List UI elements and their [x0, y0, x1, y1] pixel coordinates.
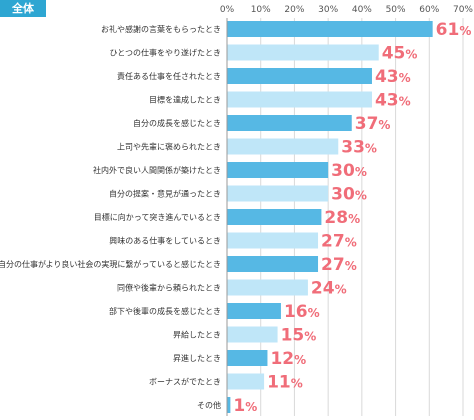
bar	[227, 303, 281, 319]
value-label: 12%	[270, 349, 306, 369]
value-label: 45%	[382, 44, 418, 64]
value-unit: %	[348, 212, 360, 226]
value-number: 30	[331, 185, 355, 205]
value-number: 27	[321, 255, 345, 275]
x-tick-label: 50%	[386, 5, 406, 15]
bar	[227, 162, 329, 178]
value-label: 30%	[331, 161, 367, 181]
value-label: 15%	[281, 326, 317, 346]
x-tick-label: 30%	[318, 5, 338, 15]
category-label: 部下や後輩の成長を感じたとき	[109, 306, 221, 316]
value-label: 1%	[233, 396, 257, 416]
value-number: 43	[375, 67, 399, 87]
category-label: 上司や先輩に褒められたとき	[117, 142, 221, 152]
bar	[227, 373, 265, 390]
value-label: 61%	[436, 20, 472, 40]
value-number: 30	[331, 161, 355, 181]
category-label: 昇進したとき	[173, 354, 221, 363]
value-unit: %	[345, 259, 357, 273]
x-tick-label: 40%	[352, 5, 372, 15]
category-label: 自分の仕事がより良い社会の実現に繋がっていると感じたとき	[0, 259, 221, 269]
value-label: 37%	[355, 114, 391, 134]
value-unit: %	[291, 377, 303, 391]
value-unit: %	[355, 189, 367, 203]
segment-tag: 全体	[0, 0, 46, 17]
category-label: 同僚や後輩から頼られたとき	[117, 283, 221, 293]
value-number: 28	[324, 208, 348, 228]
x-tick-label: 70%	[453, 5, 473, 15]
value-label: 27%	[321, 255, 357, 275]
value-label: 28%	[324, 208, 360, 228]
value-number: 11	[267, 373, 291, 393]
category-label: 昇給したとき	[173, 330, 221, 340]
value-number: 24	[311, 279, 335, 299]
bar	[227, 138, 339, 155]
bar	[227, 350, 268, 366]
value-label: 43%	[375, 67, 411, 87]
value-unit: %	[399, 95, 411, 109]
category-label: 興味のある仕事をしているとき	[109, 236, 221, 246]
value-unit: %	[245, 400, 257, 414]
value-unit: %	[399, 71, 411, 85]
value-number: 43	[375, 91, 399, 111]
value-number: 45	[382, 44, 406, 64]
value-unit: %	[355, 165, 367, 179]
value-unit: %	[365, 142, 377, 156]
x-tick-label: 20%	[284, 5, 304, 15]
bar	[227, 115, 352, 131]
value-number: 12	[270, 349, 294, 369]
category-label: 社内外で良い人間関係が築けたとき	[93, 165, 221, 175]
value-number: 33	[341, 138, 365, 158]
bar	[227, 232, 319, 249]
bar	[227, 209, 322, 225]
category-label: 責任ある仕事を任されたとき	[117, 71, 221, 81]
category-label: 自分の提案・意見が通ったとき	[109, 189, 221, 199]
value-unit: %	[405, 48, 417, 62]
category-label: 自分の成長を感じたとき	[133, 118, 221, 128]
x-tick-label: 60%	[419, 5, 439, 15]
category-label: ひとつの仕事をやり遂げたとき	[110, 48, 221, 58]
bar	[227, 326, 278, 343]
bar	[227, 44, 379, 61]
bar	[227, 185, 329, 202]
category-label: お礼や感謝の言葉をもらったとき	[101, 24, 221, 34]
value-label: 27%	[321, 232, 357, 252]
category-label: 目標に向かって突き進んでいるとき	[94, 212, 221, 222]
value-unit: %	[308, 306, 320, 320]
value-unit: %	[335, 283, 347, 297]
x-tick-label: 0%	[220, 5, 235, 15]
value-unit: %	[304, 330, 316, 344]
value-number: 1	[233, 396, 245, 416]
value-label: 16%	[284, 302, 320, 322]
bar	[227, 91, 372, 108]
value-number: 37	[355, 114, 379, 134]
value-unit: %	[378, 118, 390, 132]
value-label: 43%	[375, 91, 411, 111]
value-unit: %	[459, 24, 471, 38]
value-unit: %	[345, 236, 357, 250]
bar	[227, 279, 308, 296]
value-number: 27	[321, 232, 345, 252]
bar	[227, 397, 231, 413]
value-label: 30%	[331, 185, 367, 205]
value-number: 16	[284, 302, 308, 322]
bar	[227, 21, 433, 37]
x-tick-label: 10%	[251, 5, 271, 15]
value-number: 15	[281, 326, 305, 346]
value-label: 11%	[267, 373, 303, 393]
value-number: 61	[436, 20, 460, 40]
value-label: 24%	[311, 279, 347, 299]
value-unit: %	[294, 353, 306, 367]
bar	[227, 68, 372, 84]
category-label: その他	[197, 400, 221, 410]
bar	[227, 256, 319, 272]
category-label: 目標を達成したとき	[149, 95, 221, 105]
value-label: 33%	[341, 138, 377, 158]
category-label: ボーナスがでたとき	[149, 377, 221, 387]
